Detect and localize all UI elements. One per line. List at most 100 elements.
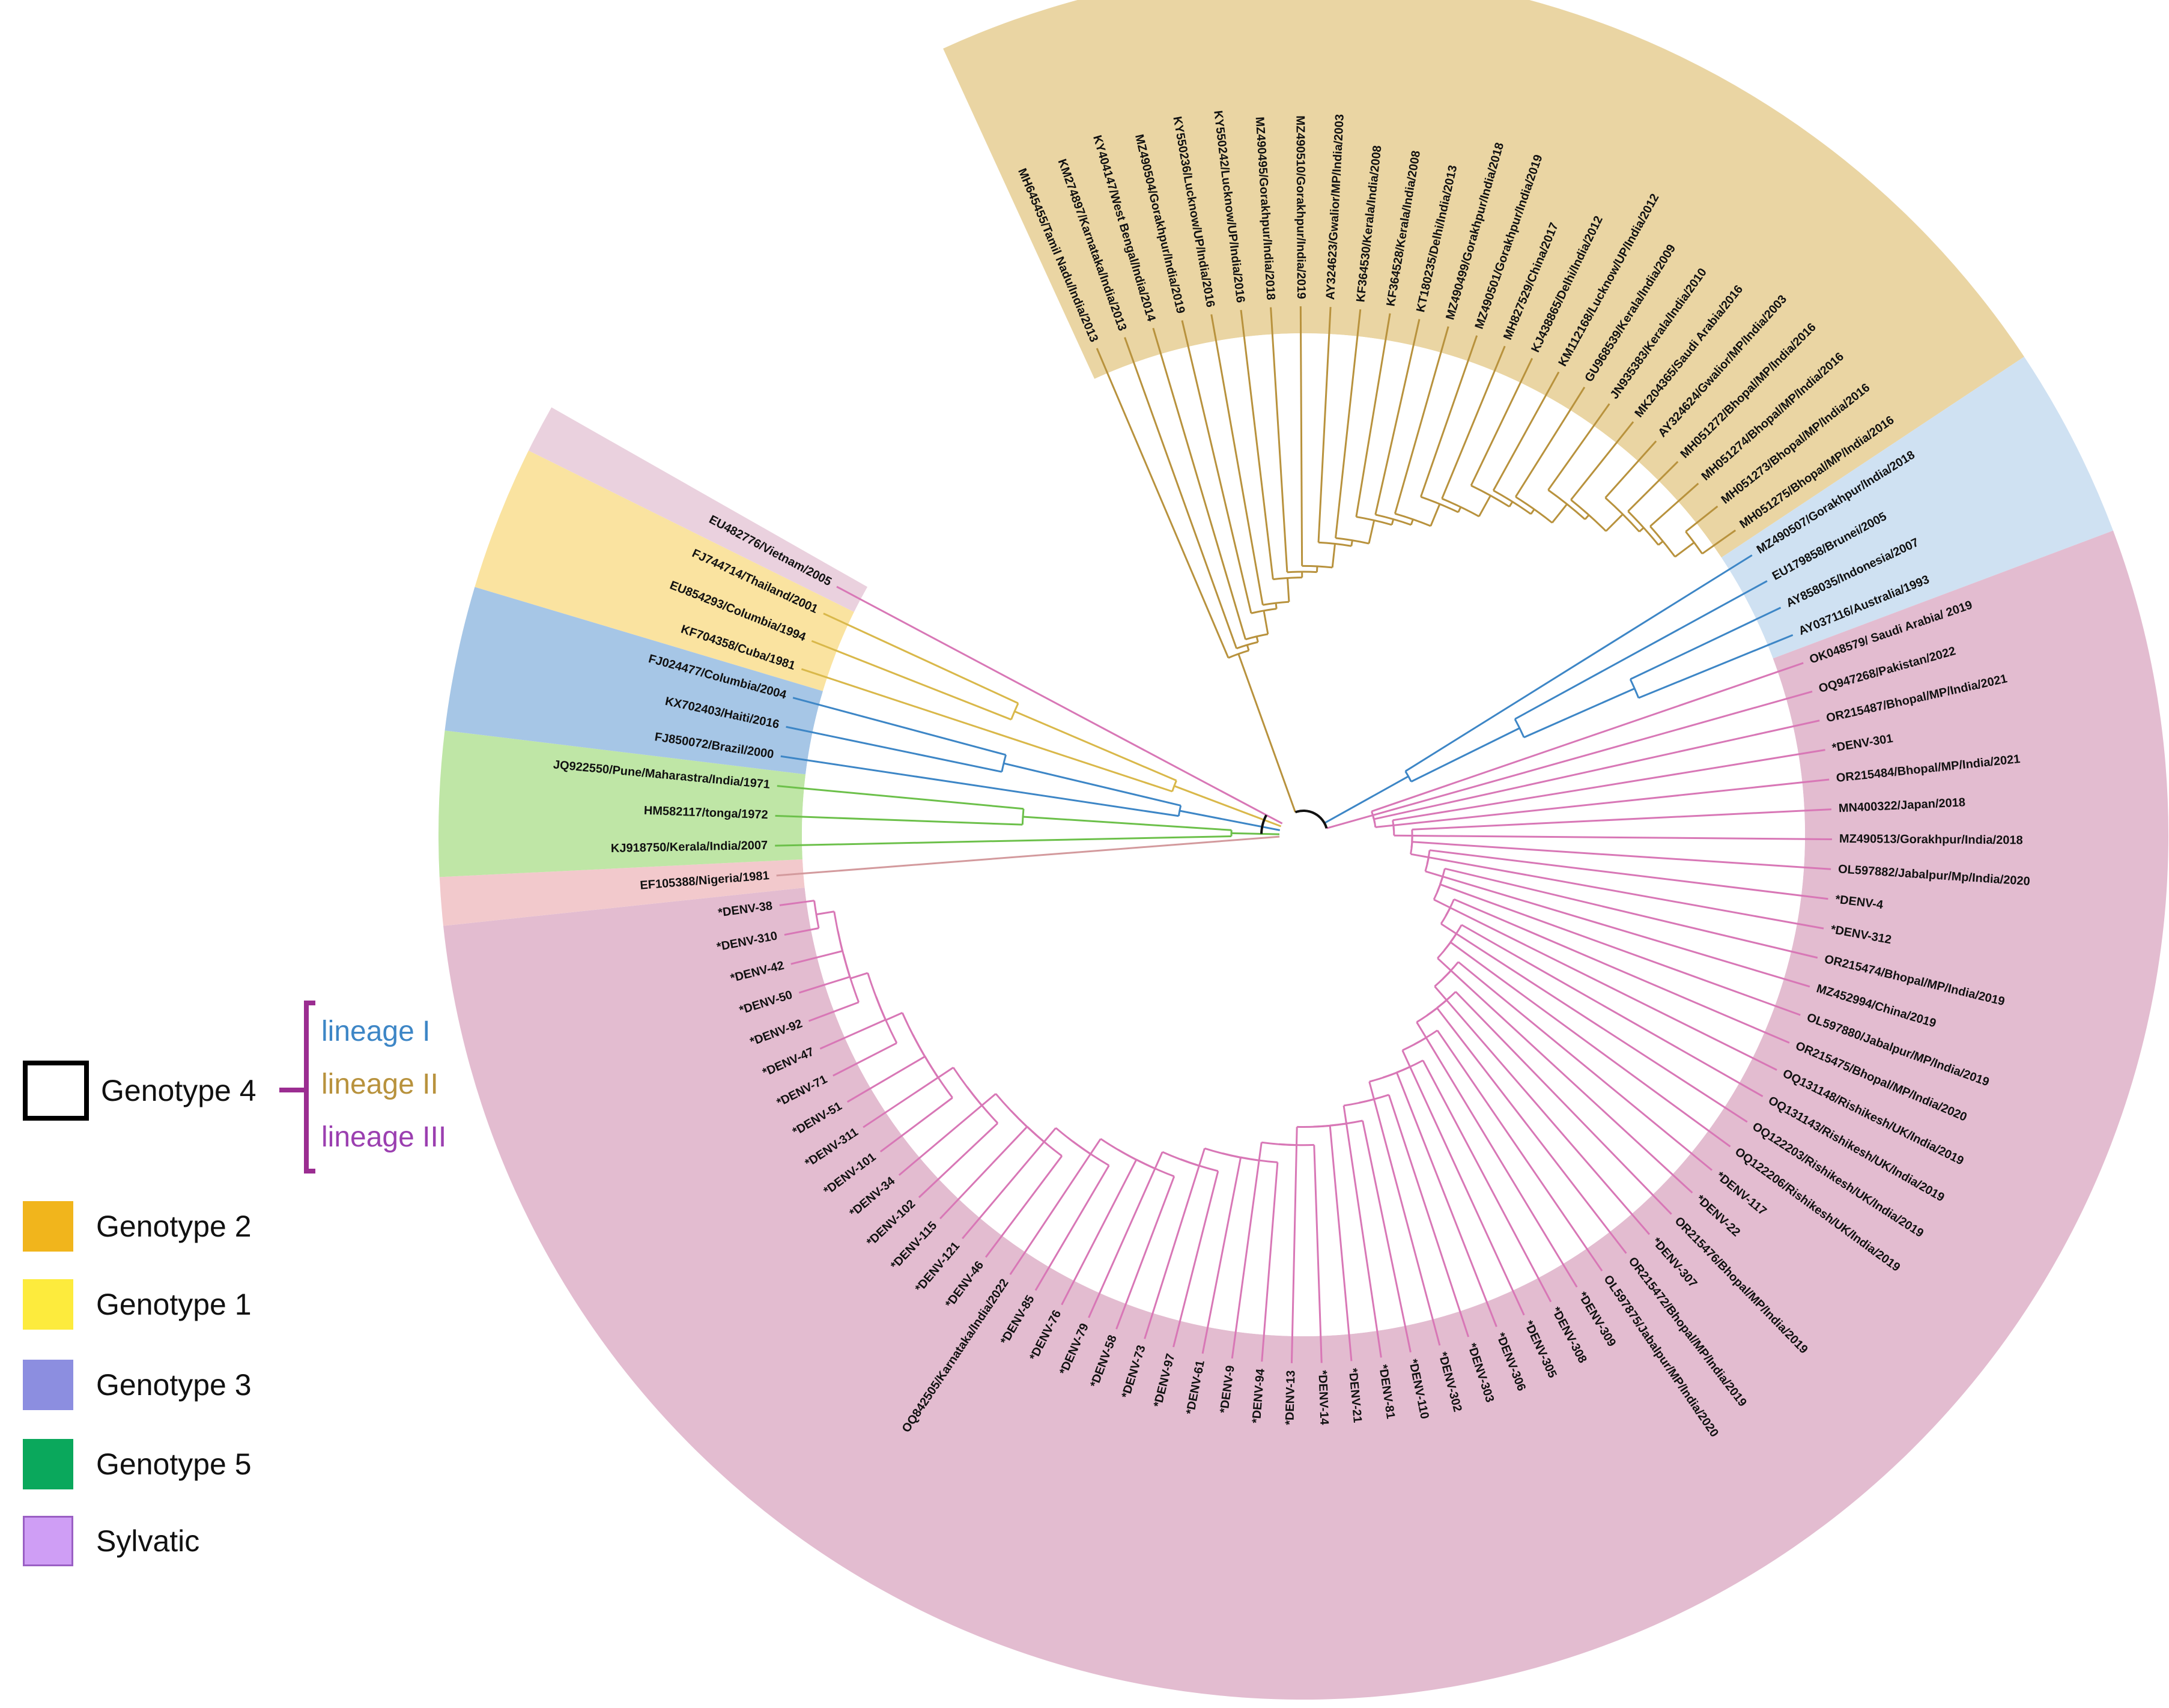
clade-root-2 <box>1326 814 1373 829</box>
clade-band-7 <box>528 407 868 613</box>
branch-6-1 <box>811 640 1012 721</box>
node-arc-2-55 <box>842 954 860 1003</box>
branch-2-13 <box>1454 898 1790 1044</box>
branch-0-8 <box>1317 307 1332 543</box>
legend-genotype3: Genotype 3 <box>23 1360 252 1410</box>
stem-5-1 <box>816 703 1006 756</box>
stem-2-7 <box>1410 853 1429 858</box>
legend-genotype2: Genotype 2 <box>23 1201 252 1252</box>
legend-lineage-3-label: lineage III <box>321 1121 447 1153</box>
branch-0-22 <box>1649 482 1699 527</box>
legend-genotype4-label: Genotype 4 <box>101 1074 256 1107</box>
stem-1-0 <box>1410 727 1520 783</box>
branch-0-19 <box>1570 421 1634 501</box>
node-arc-6-1 <box>1010 703 1019 720</box>
stem-0-2 <box>1263 610 1269 635</box>
branch-4-1 <box>775 814 1023 826</box>
stem-0-11 <box>1410 519 1414 525</box>
branch-2-23 <box>1436 1029 1603 1271</box>
branch-2-21 <box>1446 999 1651 1235</box>
node-arc-0-21 <box>1627 510 1660 546</box>
branch-2-34 <box>1290 1145 1298 1363</box>
branch-2-17 <box>1450 941 1731 1148</box>
stem-2-14 <box>1440 922 1457 934</box>
stem-2-24 <box>1401 1050 1411 1067</box>
node-arc-2-30 <box>1330 1119 1363 1127</box>
branch-2-22 <box>1436 1007 1627 1254</box>
legend-genotype5: Genotype 5 <box>23 1439 252 1489</box>
clade-band-4 <box>438 730 806 877</box>
clade-band-1 <box>1721 356 2114 659</box>
branch-2-54 <box>819 1019 886 1050</box>
branch-1-0 <box>1404 554 1753 772</box>
stem-2-17 <box>1437 957 1452 972</box>
branch-1-2 <box>1630 607 1782 680</box>
branch-0-2 <box>1152 327 1246 640</box>
node-arc-2-35 <box>1240 1156 1278 1163</box>
branch-3-tip <box>776 873 801 877</box>
clade-root-3 <box>800 835 1280 875</box>
node-arc-0-4 <box>1263 601 1290 606</box>
branch-2-48 <box>918 1122 999 1198</box>
clade-root-4 <box>1231 832 1280 835</box>
stem-6-1 <box>845 622 1019 704</box>
node-arc-2-48 <box>966 1086 999 1124</box>
node-arc-0-20 <box>1604 497 1640 533</box>
branch-2-52 <box>846 1056 926 1103</box>
branch-2-tip <box>779 901 804 906</box>
branch-2-38 <box>1172 1170 1219 1348</box>
branch-4-tip <box>777 785 801 789</box>
branch-2-28 <box>1388 1094 1470 1337</box>
stem-0-23 <box>1702 543 1717 555</box>
branch-2-10 <box>1445 867 1818 959</box>
branch-2-6 <box>1412 835 1832 840</box>
branch-2-24 <box>1425 1037 1578 1288</box>
branch-2-25 <box>1422 1059 1552 1303</box>
stem-0-16 <box>1530 509 1535 515</box>
branch-2-20 <box>1455 991 1672 1215</box>
node-arc-2-23 <box>1414 1029 1438 1046</box>
stem-0-0 <box>1246 644 1250 651</box>
branch-0-20 <box>1604 440 1657 498</box>
stem-2-29 <box>1342 1105 1347 1124</box>
stem-2-58 <box>803 900 815 903</box>
branch-2-55 <box>808 1001 860 1022</box>
node-arc-2-43 <box>1072 1140 1110 1166</box>
stem-0-8 <box>1350 540 1353 547</box>
branch-2-18 <box>1457 961 1713 1171</box>
branch-0-21 <box>1627 461 1679 512</box>
node-arc-0-5 <box>1273 577 1302 581</box>
clade-band-2 <box>443 530 2168 1700</box>
branch-2-47 <box>939 1126 1028 1220</box>
node-arc-0-11 <box>1375 513 1412 526</box>
clade-root-0 <box>1237 653 1296 813</box>
legend-genotype3-label: Genotype 3 <box>96 1368 252 1402</box>
node-arc-0-16 <box>1493 489 1532 515</box>
stem-2-57 <box>816 910 835 916</box>
stem-2-54 <box>850 972 869 980</box>
stem-2-49 <box>938 1067 954 1079</box>
branch-0-6 <box>1270 307 1288 572</box>
stem-0-12 <box>1430 503 1441 527</box>
branch-0-0 <box>1096 348 1230 659</box>
node-arc-2-38 <box>1180 1158 1219 1172</box>
branch-2-2 <box>1374 719 1820 820</box>
genotype2-swatch <box>23 1201 73 1252</box>
branch-2-43 <box>1034 1164 1110 1291</box>
branch-2-37 <box>1201 1157 1242 1354</box>
branch-5-1 <box>786 725 1003 773</box>
root-arc-2 <box>1260 814 1267 834</box>
branch-2-15 <box>1461 924 1764 1097</box>
stem-4-0 <box>1022 816 1232 831</box>
stem-0-22 <box>1674 542 1695 558</box>
legend-lineage-2: lineage II <box>321 1068 438 1101</box>
branch-2-51 <box>863 1076 939 1128</box>
branch-2-19 <box>1450 970 1693 1194</box>
branch-2-44 <box>1009 1153 1091 1275</box>
sylvatic-swatch <box>23 1516 73 1566</box>
branch-0-23 <box>1685 505 1719 533</box>
legend-lineage-2-label: lineage II <box>321 1068 438 1100</box>
genotype1-swatch <box>23 1279 73 1330</box>
